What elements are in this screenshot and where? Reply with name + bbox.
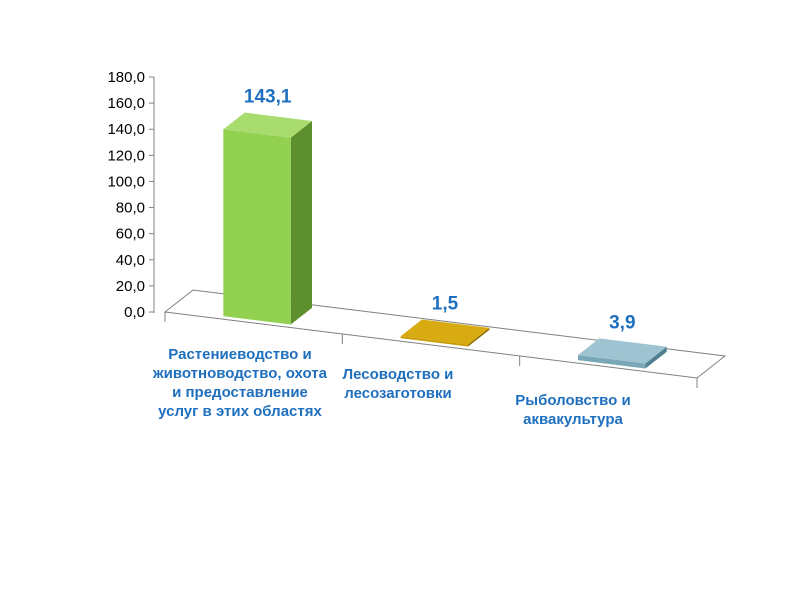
- y-tick-label: 140,0: [107, 121, 145, 138]
- y-tick-label: 80,0: [116, 200, 145, 217]
- y-axis-ticks: 0,0 20,0 40,0 60,0 80,0 100,0 120,0 140,0 160,0 1…: [107, 69, 698, 388]
- bar-top-1: [400, 319, 490, 345]
- bar-side-2: [645, 346, 667, 369]
- y-tick-label: 40,0: [116, 252, 145, 269]
- chart-bars: [223, 112, 667, 369]
- y-tick-label: 100,0: [107, 173, 145, 190]
- y-tick-label: 160,0: [107, 95, 145, 112]
- category-label-2: Рыболовство и аквакультура: [515, 392, 631, 428]
- bar-1: [400, 319, 490, 347]
- y-tick-label: 180,0: [107, 69, 145, 86]
- y-tick-label: 0,0: [124, 304, 145, 321]
- y-tick-label: 60,0: [116, 226, 145, 243]
- category-label-0: Растениеводство и животноводство, охота …: [153, 346, 327, 420]
- bar-top-2: [578, 338, 667, 364]
- bar-top-0: [223, 112, 312, 138]
- data-label-1: 1,5: [432, 294, 459, 315]
- bar-front-0: [223, 129, 291, 325]
- bar-front-2: [578, 355, 646, 369]
- data-label-2: 3,9: [609, 312, 635, 333]
- y-tick-label: 20,0: [116, 278, 145, 295]
- bar-2: [578, 338, 667, 369]
- data-label-0: 143,1: [244, 87, 292, 108]
- bar-0: [223, 112, 312, 325]
- bar-side-0: [290, 120, 312, 325]
- y-tick-label: 120,0: [107, 147, 145, 164]
- category-label-1: Лесоводство и лесозаготовки: [342, 366, 454, 402]
- data-labels: 143,1 1,5 3,9: [244, 87, 636, 334]
- bar-front-1: [400, 336, 469, 347]
- bar-side-1: [468, 327, 490, 347]
